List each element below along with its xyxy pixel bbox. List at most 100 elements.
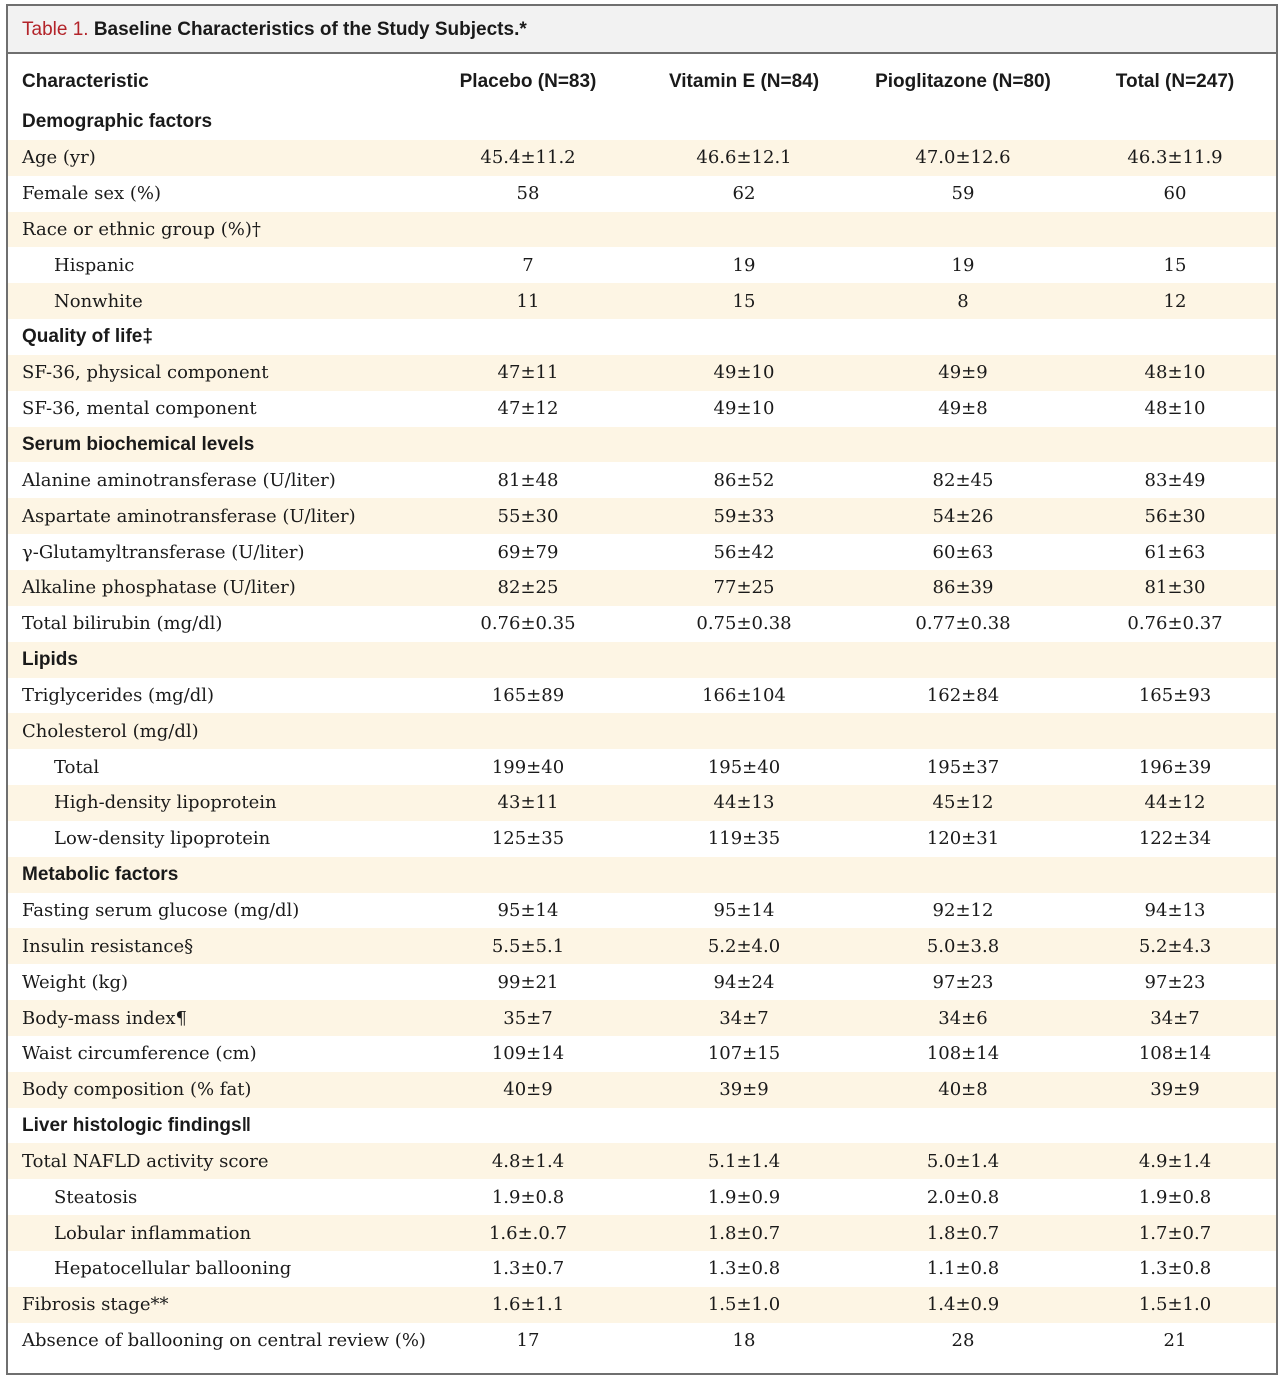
cell-vitamin-e: 49±10	[636, 354, 852, 391]
section-label: Serum biochemical levels	[8, 426, 420, 463]
cell-pioglitazone: 1.8±0.7	[852, 1215, 1074, 1251]
cell-total: 46.3±11.9	[1074, 139, 1276, 176]
cell-total: 4.9±1.4	[1074, 1143, 1276, 1180]
cell-total: 165±93	[1138, 684, 1212, 706]
cell-pioglitazone: 195±37	[926, 756, 1000, 778]
cell-total	[1074, 856, 1276, 893]
cell-pioglitazone: 59	[951, 183, 975, 205]
cell-total: 1.5±1.0	[1074, 1286, 1276, 1323]
cell-vitamin-e: 5.2±4.0	[636, 928, 852, 965]
cell-placebo	[420, 1108, 636, 1144]
cell-pioglitazone: 60±63	[932, 541, 994, 563]
table-caption: Baseline Characteristics of the Study Su…	[93, 19, 527, 40]
cell-placebo	[420, 426, 636, 463]
row-label: Fasting serum glucose (mg/dl)	[22, 899, 300, 921]
cell-pioglitazone: 2.0±0.8	[926, 1186, 1000, 1208]
table-row: Cholesterol (mg/dl)	[8, 713, 1276, 750]
cell-pioglitazone: 120±31	[926, 828, 1000, 850]
table-row: Fibrosis stage** 1.6±1.1 1.5±1.0 1.4±0.9 1.5…	[8, 1286, 1276, 1323]
cell-vitamin-e: 59±33	[636, 498, 852, 535]
cell-pioglitazone: 97±23	[932, 971, 994, 993]
cell-pioglitazone	[852, 211, 1074, 248]
cell-pioglitazone: 92±12	[932, 899, 994, 921]
row-label: Total bilirubin (mg/dl)	[22, 613, 223, 635]
cell-total: 39±9	[1074, 1071, 1276, 1108]
table-row: Alanine aminotransferase (U/liter) 81±48 8…	[8, 462, 1276, 498]
cell-pioglitazone: 54±26	[852, 498, 1074, 535]
section-label: Quality of life‡	[22, 325, 153, 347]
cell-placebo: 1.6±.0.7	[420, 1215, 636, 1251]
cell-vitamin-e: 34±7	[636, 1000, 852, 1036]
table-row: Total bilirubin (mg/dl) 0.76±0.35 0.75±0.3…	[8, 606, 1276, 642]
table-row: Weight (kg) 99±21 94±24 97±23 97±23	[8, 964, 1276, 1000]
table-row: Female sex (%) 58 62 59 60	[8, 176, 1276, 212]
cell-pioglitazone: 19	[951, 254, 975, 276]
cell-pioglitazone	[852, 1108, 1074, 1144]
row-label: Triglycerides (mg/dl)	[22, 684, 215, 706]
cell-placebo: 5.5±5.1	[420, 928, 636, 965]
table-label: Table 1.	[22, 19, 89, 40]
cell-total: 15	[1163, 254, 1187, 276]
cell-total	[1074, 1108, 1276, 1144]
cell-pioglitazone: 86±39	[852, 569, 1074, 606]
table-row: Triglycerides (mg/dl) 165±89 166±104 162±84…	[8, 678, 1276, 714]
table-row: Race or ethnic group (%)†	[8, 211, 1276, 248]
cell-total: 83±49	[1144, 469, 1206, 491]
row-label: Female sex (%)	[22, 183, 161, 205]
cell-placebo: 199±40	[491, 756, 565, 778]
cell-total: 1.9±0.8	[1138, 1186, 1212, 1208]
cell-pioglitazone	[852, 713, 1074, 750]
cell-placebo	[420, 211, 636, 248]
section-row: Quality of life‡	[8, 319, 1276, 355]
table-row: Body composition (% fat) 40±9 39±9 40±8 39±9	[8, 1071, 1276, 1108]
cell-placebo: 35±7	[420, 1000, 636, 1036]
row-label: Age (yr)	[8, 139, 420, 176]
table-row: Absence of ballooning on central review …	[8, 1323, 1276, 1359]
cell-total	[1074, 319, 1276, 355]
cell-placebo: 4.8±1.4	[420, 1143, 636, 1180]
cell-total: 94±13	[1144, 899, 1206, 921]
section-row: Serum biochemical levels	[8, 426, 1276, 463]
table-row: Hispanic 7 19 19 15	[8, 247, 1276, 283]
row-label: Weight (kg)	[22, 971, 128, 993]
cell-vitamin-e	[636, 319, 852, 355]
cell-pioglitazone: 0.77±0.38	[915, 613, 1011, 635]
cell-vitamin-e: 119±35	[707, 828, 781, 850]
header-pioglitazone: Pioglitazone (N=80)	[875, 71, 1051, 92]
cell-vitamin-e: 15	[636, 283, 852, 320]
header-row: Characteristic Placebo (N=83) Vitamin E …	[8, 60, 1276, 104]
cell-placebo: 40±9	[420, 1071, 636, 1108]
cell-placebo	[420, 641, 636, 678]
section-label: Demographic factors	[22, 110, 213, 132]
header-placebo: Placebo (N=83)	[459, 71, 597, 92]
cell-vitamin-e: 195±40	[707, 756, 781, 778]
cell-placebo	[420, 104, 636, 140]
table-body: Demographic factors Age (yr) 45.4±11.2 46.6…	[8, 104, 1276, 1359]
cell-placebo	[420, 856, 636, 893]
section-label: Lipids	[8, 641, 420, 678]
cell-placebo: 165±89	[491, 684, 565, 706]
cell-pioglitazone: 82±45	[932, 469, 994, 491]
cell-vitamin-e: 86±52	[713, 469, 775, 491]
cell-pioglitazone: 5.0±1.4	[852, 1143, 1074, 1180]
cell-vitamin-e: 18	[732, 1330, 756, 1352]
table-row: Lobular inflammation 1.6±.0.7 1.8±0.7 1.8±0…	[8, 1215, 1276, 1251]
cell-total: 21	[1163, 1330, 1187, 1352]
section-row: Liver histologic findings‖	[8, 1108, 1276, 1144]
cell-vitamin-e: 0.75±0.38	[696, 613, 792, 635]
cell-vitamin-e	[636, 641, 852, 678]
table-row: Low-density lipoprotein 125±35 119±35 120±3…	[8, 821, 1276, 857]
row-label: Lobular inflammation	[8, 1215, 420, 1251]
cell-vitamin-e	[636, 713, 852, 750]
cell-total: 48±10	[1074, 354, 1276, 391]
cell-placebo: 11	[420, 283, 636, 320]
cell-pioglitazone	[852, 856, 1074, 893]
cell-placebo: 95±14	[497, 899, 559, 921]
cell-total: 81±30	[1074, 569, 1276, 606]
table-frame: Table 1. Baseline Characteristics of the…	[6, 4, 1278, 1375]
cell-total: 0.76±0.37	[1127, 613, 1223, 635]
cell-placebo	[420, 319, 636, 355]
cell-pioglitazone: 49±9	[852, 354, 1074, 391]
section-row: Demographic factors	[8, 104, 1276, 140]
cell-pioglitazone: 5.0±3.8	[852, 928, 1074, 965]
